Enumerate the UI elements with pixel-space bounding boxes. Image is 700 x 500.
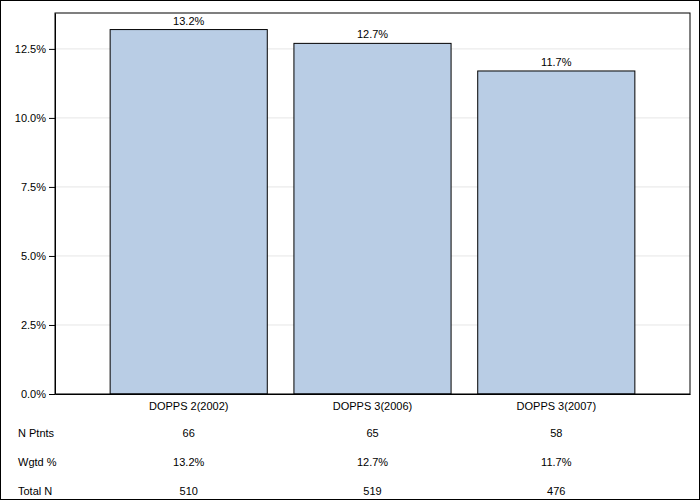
bar — [478, 71, 635, 394]
y-tick: 5.0% — [21, 250, 55, 262]
y-tick-label: 5.0% — [21, 250, 46, 262]
y-tick-mark — [49, 394, 55, 395]
bar — [294, 43, 451, 394]
bar — [110, 30, 267, 394]
y-tick: 7.5% — [21, 181, 55, 193]
x-tick-label: DOPPS 2(2002) — [149, 400, 228, 412]
y-tick-label: 2.5% — [21, 319, 46, 331]
y-tick-mark — [49, 118, 55, 119]
y-tick-mark — [49, 325, 55, 326]
table: N Ptnts 66 65 58 Wgtd % 13.2% 12.7% 11.7% Total … — [18, 427, 572, 497]
y-tick: 0.0% — [21, 388, 55, 400]
data-label: 12.7% — [357, 28, 388, 40]
image-border — [1, 1, 700, 500]
x-tick-label: DOPPS 3(2006) — [333, 400, 412, 412]
x-tick-label: DOPPS 3(2007) — [517, 400, 596, 412]
table-row-label: Wgtd % — [18, 456, 57, 468]
y-axis: 0.0% 2.5% 5.0% 7.5% 10.0% 12.5% — [15, 14, 56, 401]
y-tick-label: 7.5% — [21, 181, 46, 193]
x-tick: DOPPS 3(2007) — [517, 394, 596, 412]
y-tick-label: 12.5% — [15, 43, 46, 55]
chart: 0.0%2.5%5.0%7.5%10.0%12.5%DOPPS 2(2002)D… — [0, 0, 700, 500]
y-tick-mark — [49, 256, 55, 257]
table-row-label: Total N — [18, 485, 52, 497]
y-tick: 10.0% — [15, 112, 55, 124]
x-axis: DOPPS 2(2002) DOPPS 3(2006) DOPPS 3(2007) — [56, 394, 691, 412]
data-labels: 13.2% 12.7% 11.7% — [173, 15, 572, 68]
table-cell: 13.2% — [173, 456, 204, 468]
table-cell: 11.7% — [541, 456, 572, 468]
table-cell: 66 — [183, 427, 195, 439]
table-row-label: N Ptnts — [18, 427, 55, 439]
bars — [110, 30, 635, 394]
table-cell: 65 — [366, 427, 378, 439]
table-cell: 519 — [363, 485, 381, 497]
y-tick: 12.5% — [15, 43, 55, 55]
table-cell: 12.7% — [357, 456, 388, 468]
y-tick-mark — [49, 49, 55, 50]
table-cell: 58 — [550, 427, 562, 439]
data-label: 13.2% — [173, 15, 204, 27]
table-cell: 510 — [180, 485, 198, 497]
y-tick-label: 0.0% — [21, 388, 46, 400]
y-tick-label: 10.0% — [15, 112, 46, 124]
x-tick: DOPPS 3(2006) — [333, 394, 412, 412]
table-cell: 476 — [547, 485, 565, 497]
x-axis-line — [56, 394, 691, 395]
y-tick: 2.5% — [21, 319, 55, 331]
y-axis-line — [55, 14, 56, 395]
plot-frame — [55, 13, 690, 394]
data-label: 11.7% — [541, 56, 572, 68]
x-tick: DOPPS 2(2002) — [149, 394, 228, 412]
y-tick-mark — [49, 187, 55, 188]
